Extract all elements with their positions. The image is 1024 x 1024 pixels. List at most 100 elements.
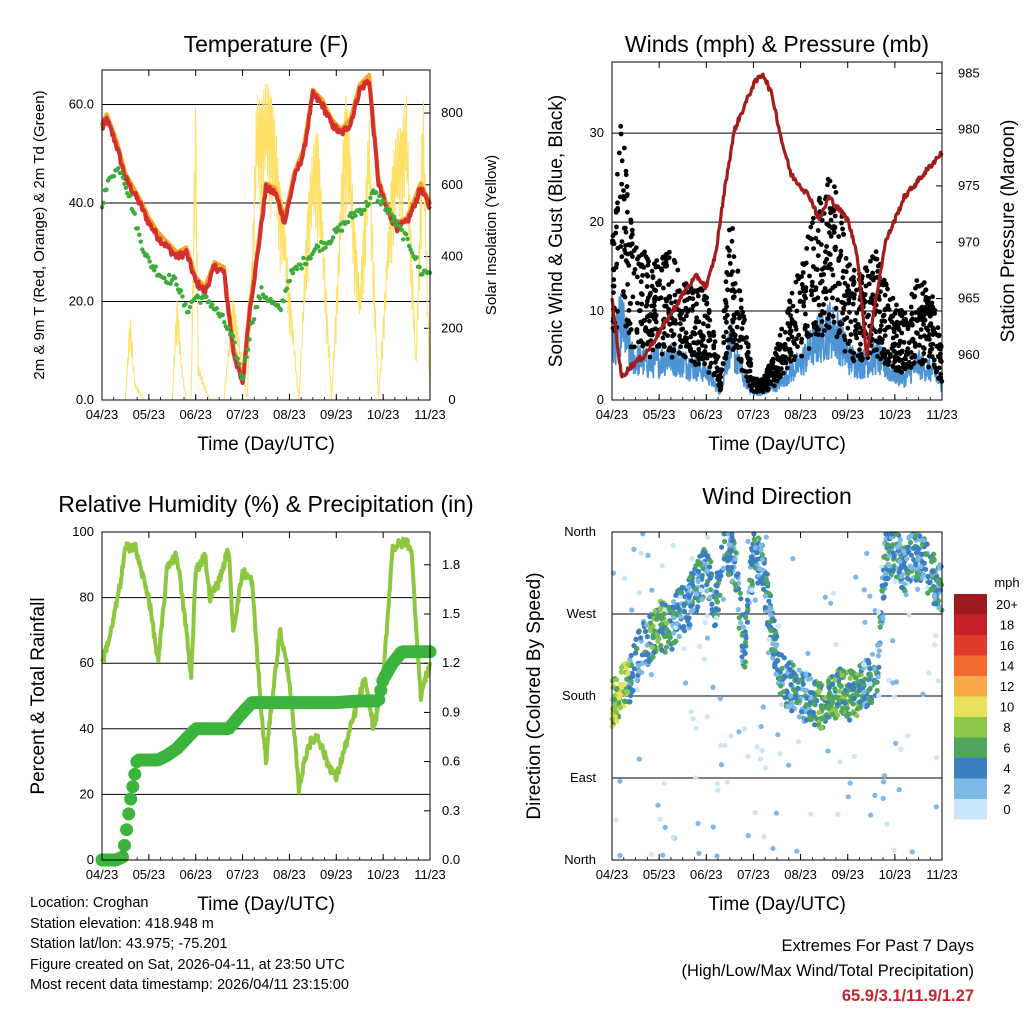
x-tick-label: 06/23 [690, 407, 723, 422]
gust-point [636, 261, 642, 267]
dewpoint-point [235, 356, 240, 361]
rh-line [100, 536, 432, 795]
gust-point [624, 192, 630, 197]
y-tick-label: North [564, 852, 596, 867]
direction-point [681, 623, 687, 630]
gust-point [805, 323, 810, 329]
gust-point [626, 330, 632, 336]
gust-point [689, 308, 695, 313]
direction-point [736, 625, 742, 631]
gust-point [782, 329, 788, 335]
dewpoint-point [247, 337, 252, 342]
gust-point [712, 339, 718, 344]
direction-point [758, 542, 764, 548]
gust-point [696, 346, 702, 352]
direction-point [768, 627, 774, 634]
precip-point [128, 767, 142, 781]
x-tick-label: 11/23 [414, 407, 446, 422]
direction-point [726, 572, 732, 578]
direction-point [671, 630, 677, 636]
gust-point [706, 330, 712, 336]
gust-point [882, 307, 888, 313]
gust-point [850, 301, 856, 307]
direction-point [923, 566, 929, 572]
extremes-title: Extremes For Past 7 Days [781, 937, 974, 955]
gust-point [730, 347, 736, 352]
gust-point [797, 290, 803, 296]
dewpoint-point [377, 193, 382, 199]
gust-point [800, 270, 806, 275]
gust-point [724, 270, 730, 275]
gust-point [811, 215, 816, 221]
gust-point [921, 322, 926, 327]
gust-point [690, 290, 696, 296]
gust-point [813, 331, 819, 337]
x-tick-label: 10/23 [879, 407, 912, 422]
direction-point [788, 673, 794, 679]
gust-point [819, 309, 825, 314]
direction-point [754, 744, 760, 750]
dewpoint-point [123, 185, 129, 190]
gust-point [854, 287, 859, 293]
direction-point [789, 708, 795, 714]
gust-point [649, 328, 655, 333]
gust-point [809, 283, 815, 289]
x-tick-label: 04/23 [596, 407, 629, 422]
gust-point [929, 300, 935, 306]
gust-point [825, 182, 830, 188]
direction-point [867, 671, 873, 677]
direction-point [913, 533, 919, 539]
direction-point [851, 753, 857, 760]
direction-point [872, 792, 878, 799]
dewpoint-point [120, 175, 126, 180]
gust-point [626, 308, 632, 313]
gust-point [910, 336, 916, 342]
dewpoint-point [222, 320, 227, 325]
x-tick-label: 05/23 [133, 407, 166, 422]
gust-point [711, 333, 717, 338]
gust-point [929, 354, 935, 360]
x-tick-label: 07/23 [737, 867, 770, 882]
gust-point [906, 359, 912, 365]
gust-point [613, 230, 619, 236]
direction-point [647, 620, 654, 626]
gust-point [623, 172, 629, 178]
direction-point [732, 556, 738, 562]
direction-point [670, 542, 676, 549]
gust-point [927, 332, 932, 337]
gust-point [615, 245, 621, 251]
direction-point [917, 533, 923, 539]
gust-point [672, 260, 678, 265]
direction-point [644, 651, 650, 658]
dewpoint-point [180, 294, 185, 299]
direction-point [651, 649, 657, 656]
dewpoint-point [153, 264, 158, 269]
gust-point [913, 317, 919, 322]
dewpoint-point [168, 281, 173, 286]
gust-point [639, 292, 645, 297]
direction-point [629, 688, 635, 695]
direction-point [842, 700, 848, 706]
gust-point [628, 344, 634, 350]
x-tick-label: 11/23 [414, 867, 446, 882]
gust-point [644, 302, 650, 308]
gust-point [622, 247, 627, 253]
direction-point [931, 586, 937, 592]
direction-point [733, 550, 739, 556]
gust-point [786, 306, 792, 311]
direction-point [797, 677, 803, 683]
direction-point [766, 636, 772, 642]
x-tick-label: 04/23 [86, 867, 119, 882]
dewpoint-point [178, 288, 184, 293]
dewpoint-point [362, 207, 367, 212]
direction-point [741, 643, 747, 649]
x-tick-label: 04/23 [596, 867, 629, 882]
direction-point [804, 695, 810, 701]
gust-point [794, 336, 799, 342]
gust-point [921, 280, 927, 286]
gust-point [817, 312, 823, 318]
gust-point [665, 333, 670, 338]
gust-point [788, 328, 794, 334]
direction-point [673, 624, 679, 631]
temperature-panel: Temperature (F) 04/23 05/23 06/23 07/23 08/23… [31, 31, 500, 455]
